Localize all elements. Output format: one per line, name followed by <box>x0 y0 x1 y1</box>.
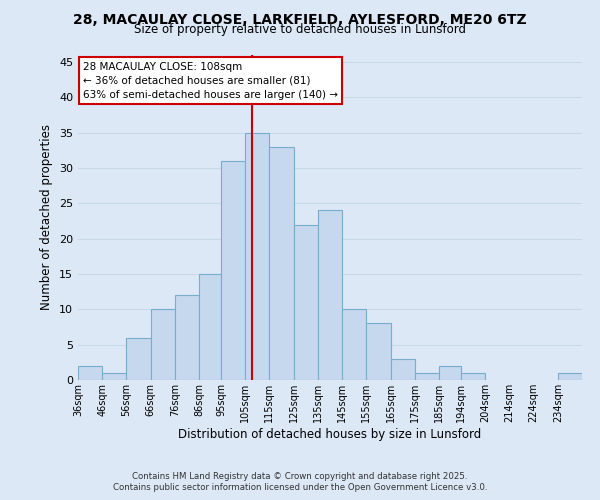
Text: 28 MACAULAY CLOSE: 108sqm
← 36% of detached houses are smaller (81)
63% of semi-: 28 MACAULAY CLOSE: 108sqm ← 36% of detac… <box>83 62 338 100</box>
Bar <box>78 366 102 380</box>
Bar <box>102 373 127 380</box>
Text: 28, MACAULAY CLOSE, LARKFIELD, AYLESFORD, ME20 6TZ: 28, MACAULAY CLOSE, LARKFIELD, AYLESFORD… <box>73 12 527 26</box>
Bar <box>367 324 391 380</box>
Bar <box>175 295 199 380</box>
Bar <box>221 161 245 380</box>
Bar <box>269 147 293 380</box>
Bar <box>558 373 582 380</box>
Y-axis label: Number of detached properties: Number of detached properties <box>40 124 53 310</box>
Text: Size of property relative to detached houses in Lunsford: Size of property relative to detached ho… <box>134 22 466 36</box>
Bar <box>342 310 367 380</box>
Bar <box>199 274 221 380</box>
Bar <box>151 310 175 380</box>
Text: Contains HM Land Registry data © Crown copyright and database right 2025.
Contai: Contains HM Land Registry data © Crown c… <box>113 472 487 492</box>
Bar <box>415 373 439 380</box>
Bar <box>439 366 461 380</box>
Bar <box>127 338 151 380</box>
X-axis label: Distribution of detached houses by size in Lunsford: Distribution of detached houses by size … <box>178 428 482 440</box>
Bar <box>318 210 342 380</box>
Bar <box>391 359 415 380</box>
Bar <box>461 373 485 380</box>
Bar <box>293 224 318 380</box>
Bar <box>245 132 269 380</box>
